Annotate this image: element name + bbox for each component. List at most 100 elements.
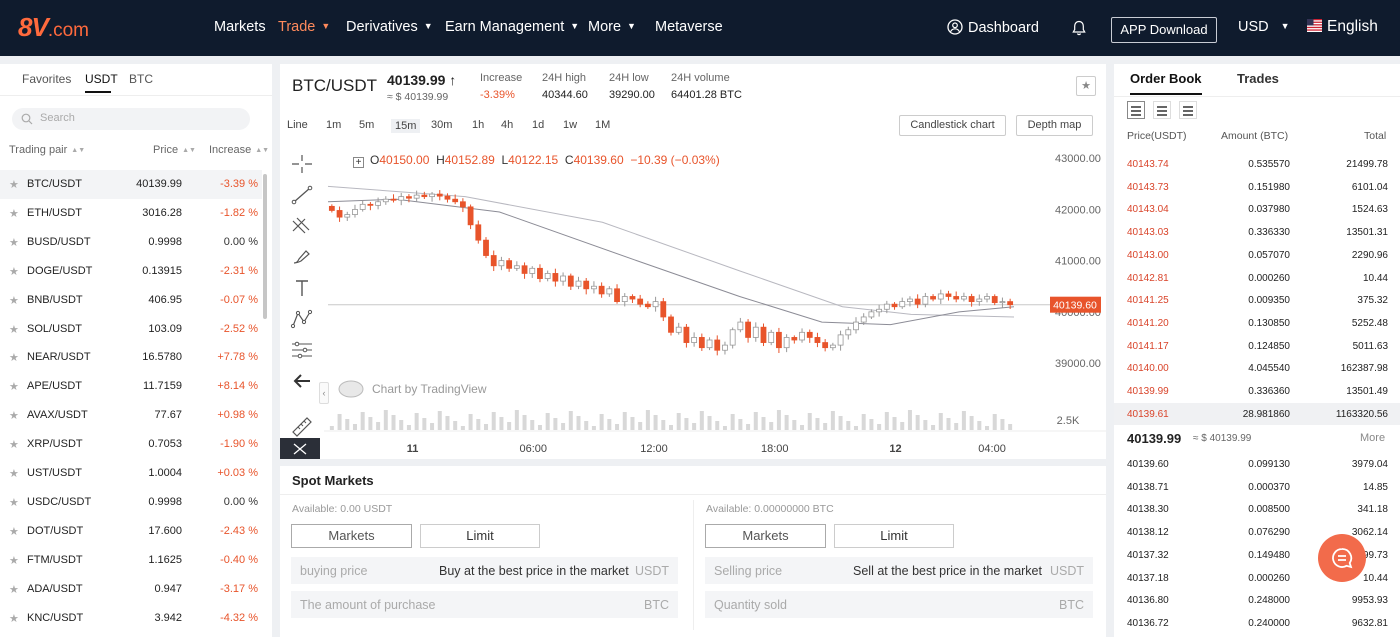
sell-price-field[interactable]: Selling price Sell at the best price in t… (705, 557, 1093, 584)
star-icon[interactable]: ★ (9, 525, 19, 538)
pair-row[interactable]: ★ DOGE/USDT 0.13915 -2.31 % (0, 257, 262, 286)
prediction-tool-icon[interactable] (290, 339, 314, 361)
price-chart[interactable]: 43000.0042000.0041000.0040000.0039000.00… (324, 148, 1106, 459)
nav-markets[interactable]: Markets (214, 19, 266, 35)
pair-row[interactable]: ★ AVAX/USDT 77.67 +0.98 % (0, 401, 262, 430)
ask-row[interactable]: 40141.17 0.124850 5011.63 (1114, 335, 1400, 358)
nav-earn-management[interactable]: Earn Management ▼ (445, 19, 579, 35)
col-price[interactable]: Price ▲▼ (153, 144, 196, 156)
ask-row[interactable]: 40139.99 0.336360 13501.49 (1114, 380, 1400, 403)
ask-row[interactable]: 40143.03 0.336330 13501.31 (1114, 221, 1400, 244)
star-icon[interactable]: ★ (9, 496, 19, 509)
plus-icon[interactable]: + (353, 157, 364, 168)
sell-limit-tab[interactable]: Limit (834, 524, 954, 548)
notification-bell-icon[interactable] (1071, 20, 1087, 36)
more-link[interactable]: More (1360, 432, 1386, 444)
bid-row[interactable]: 40138.30 0.008500 341.18 (1114, 498, 1400, 521)
ask-row[interactable]: 40143.00 0.057070 2290.96 (1114, 244, 1400, 267)
brush-icon[interactable] (290, 246, 314, 268)
interval-30m[interactable]: 30m (431, 119, 453, 131)
bid-row[interactable]: 40136.80 0.248000 9953.93 (1114, 589, 1400, 612)
tab-btc[interactable]: BTC (129, 72, 153, 86)
pair-row[interactable]: ★ BNB/USDT 406.95 -0.07 % (0, 286, 262, 315)
pair-row[interactable]: ★ KNC/USDT 3.942 -4.32 % (0, 604, 262, 633)
pair-row[interactable]: ★ ETH/USDT 3016.28 -1.82 % (0, 199, 262, 228)
pair-search-input[interactable]: Search (12, 108, 250, 130)
app-download-button[interactable]: APP Download (1111, 17, 1217, 43)
interval-5m[interactable]: 5m (359, 119, 375, 131)
text-tool-icon[interactable] (290, 277, 314, 299)
nav-metaverse[interactable]: Metaverse (655, 19, 723, 35)
pair-row[interactable]: ★ USDC/USDT 0.9998 0.00 % (0, 488, 262, 517)
site-logo[interactable]: 8V.com (18, 12, 89, 44)
trend-line-icon[interactable] (290, 184, 314, 206)
crosshair-icon[interactable] (290, 153, 314, 175)
interval-line[interactable]: Line (287, 119, 308, 131)
nav-derivatives[interactable]: Derivatives ▼ (346, 19, 433, 35)
candlestick-chart-button[interactable]: Candlestick chart (899, 115, 1006, 136)
star-icon[interactable]: ★ (9, 381, 19, 394)
arrow-left-icon[interactable] (290, 370, 314, 392)
star-icon[interactable]: ★ (9, 323, 19, 336)
bid-row[interactable]: 40136.72 0.240000 9632.81 (1114, 612, 1400, 635)
view-bids-icon[interactable] (1179, 101, 1197, 119)
pair-row[interactable]: ★ DOT/USDT 17.600 -2.43 % (0, 517, 262, 546)
star-icon[interactable]: ★ (9, 410, 19, 423)
pair-row[interactable]: ★ BTC/USDT 40139.99 -3.39 % (0, 170, 262, 199)
pair-row[interactable]: ★ APE/USDT 11.7159 +8.14 % (0, 372, 262, 401)
star-icon[interactable]: ★ (9, 583, 19, 596)
zoom-tool-button[interactable] (280, 438, 320, 459)
bid-row[interactable]: 40139.60 0.099130 3979.04 (1114, 453, 1400, 476)
favorite-star-icon[interactable]: ★ (1076, 76, 1096, 96)
ask-row[interactable]: 40142.81 0.000260 10.44 (1114, 267, 1400, 290)
tab-order-book[interactable]: Order Book (1130, 71, 1202, 86)
interval-1m[interactable]: 1m (326, 119, 342, 131)
col-increase[interactable]: Increase ▲▼ (209, 144, 269, 156)
star-icon[interactable]: ★ (9, 265, 19, 278)
ruler-icon[interactable] (290, 415, 314, 437)
dashboard-link[interactable]: Dashboard (947, 19, 1039, 36)
view-both-icon[interactable] (1127, 101, 1145, 119)
fib-tool-icon[interactable] (290, 215, 314, 237)
ask-row[interactable]: 40140.00 4.045540 162387.98 (1114, 357, 1400, 380)
ask-row[interactable]: 40143.04 0.037980 1524.63 (1114, 198, 1400, 221)
interval-1d[interactable]: 1d (532, 119, 545, 131)
interval-1w[interactable]: 1w (563, 119, 578, 131)
star-icon[interactable]: ★ (9, 468, 19, 480)
interval-4h[interactable]: 4h (501, 119, 514, 131)
star-icon[interactable]: ★ (9, 352, 19, 365)
pair-row[interactable]: ★ UST/USDT 1.0004 +0.03 % (0, 459, 262, 488)
sell-markets-tab[interactable]: Markets (705, 524, 826, 548)
pattern-tool-icon[interactable] (290, 308, 314, 330)
pair-row[interactable]: ★ BUSD/USDT 0.9998 0.00 % (0, 228, 262, 257)
depth-map-button[interactable]: Depth map (1016, 115, 1093, 136)
bid-row[interactable]: 40137.18 0.000260 10.44 (1114, 567, 1400, 590)
currency-select[interactable]: USD ▼ (1238, 19, 1290, 35)
pair-row[interactable]: ★ FTM/USDT 1.1625 -0.40 % (0, 546, 262, 575)
language-select[interactable]: English (1307, 18, 1378, 36)
pair-row[interactable]: ★ ADA/USDT 0.947 -3.17 % (0, 575, 262, 604)
view-asks-icon[interactable] (1153, 101, 1171, 119)
ask-row[interactable]: 40143.73 0.151980 6101.04 (1114, 176, 1400, 199)
interval-1m[interactable]: 1M (595, 119, 611, 131)
interval-15m[interactable]: 15m (391, 119, 421, 133)
star-icon[interactable]: ★ (9, 179, 19, 191)
tab-favorites[interactable]: Favorites (22, 72, 72, 86)
ask-row[interactable]: 40139.61 28.981860 1163320.56 (1114, 402, 1400, 426)
interval-1h[interactable]: 1h (472, 119, 485, 131)
ask-row[interactable]: 40141.20 0.130850 5252.48 (1114, 312, 1400, 335)
sell-amount-field[interactable]: Quantity sold BTC (705, 591, 1093, 618)
collapse-toolbar-icon[interactable]: ‹ (319, 382, 329, 404)
star-icon[interactable]: ★ (9, 236, 19, 249)
nav-more[interactable]: More ▼ (588, 19, 636, 35)
star-icon[interactable]: ★ (9, 439, 19, 452)
star-icon[interactable]: ★ (9, 294, 19, 307)
col-trading-pair[interactable]: Trading pair ▲▼ (9, 144, 85, 156)
buy-markets-tab[interactable]: Markets (291, 524, 412, 548)
buy-amount-field[interactable]: The amount of purchase BTC (291, 591, 678, 618)
pair-row[interactable]: ★ XRP/USDT 0.7053 -1.90 % (0, 430, 262, 459)
buy-limit-tab[interactable]: Limit (420, 524, 540, 548)
bid-row[interactable]: 40138.12 0.076290 3062.14 (1114, 521, 1400, 544)
pair-row[interactable]: ★ NEAR/USDT 16.5780 +7.78 % (0, 343, 262, 372)
scrollbar[interactable] (263, 174, 267, 319)
